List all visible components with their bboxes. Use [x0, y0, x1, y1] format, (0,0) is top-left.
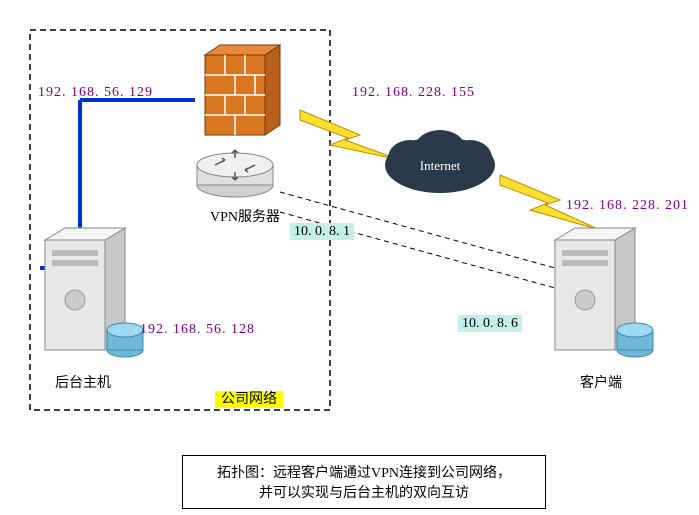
firewall-icon: [205, 45, 280, 135]
vpn-server-label: VPN服务器: [210, 206, 280, 226]
client-label: 客户端: [580, 372, 622, 392]
ip-backend-lan: 192. 168. 56. 128: [140, 322, 255, 338]
ip-backend-nic: 192. 168. 56. 129: [38, 85, 153, 101]
caption-line1: 拓扑图：远程客户端通过VPN连接到公司网络，: [199, 462, 529, 482]
router-icon: [197, 150, 273, 197]
client-vip: 10. 0. 8. 6: [458, 316, 522, 332]
ip-client-wan: 192. 168. 228. 201: [566, 198, 689, 214]
caption-line2: 并可以实现与后台主机的双向互访: [199, 482, 529, 502]
ip-vpn-wan: 192. 168. 228. 155: [352, 85, 475, 101]
backend-server-icon: [45, 228, 143, 357]
internet-text: Internet: [420, 158, 461, 173]
lightning-left: [300, 110, 400, 160]
caption-box: 拓扑图：远程客户端通过VPN连接到公司网络， 并可以实现与后台主机的双向互访: [182, 455, 546, 509]
internet-cloud: Internet: [385, 130, 495, 193]
diagram-svg: Internet: [0, 0, 699, 515]
company-network-label: 公司网络: [215, 388, 283, 408]
client-server-icon: [555, 228, 653, 357]
backend-label: 后台主机: [55, 372, 111, 392]
vpn-server-vip: 10. 0. 8. 1: [290, 224, 354, 240]
